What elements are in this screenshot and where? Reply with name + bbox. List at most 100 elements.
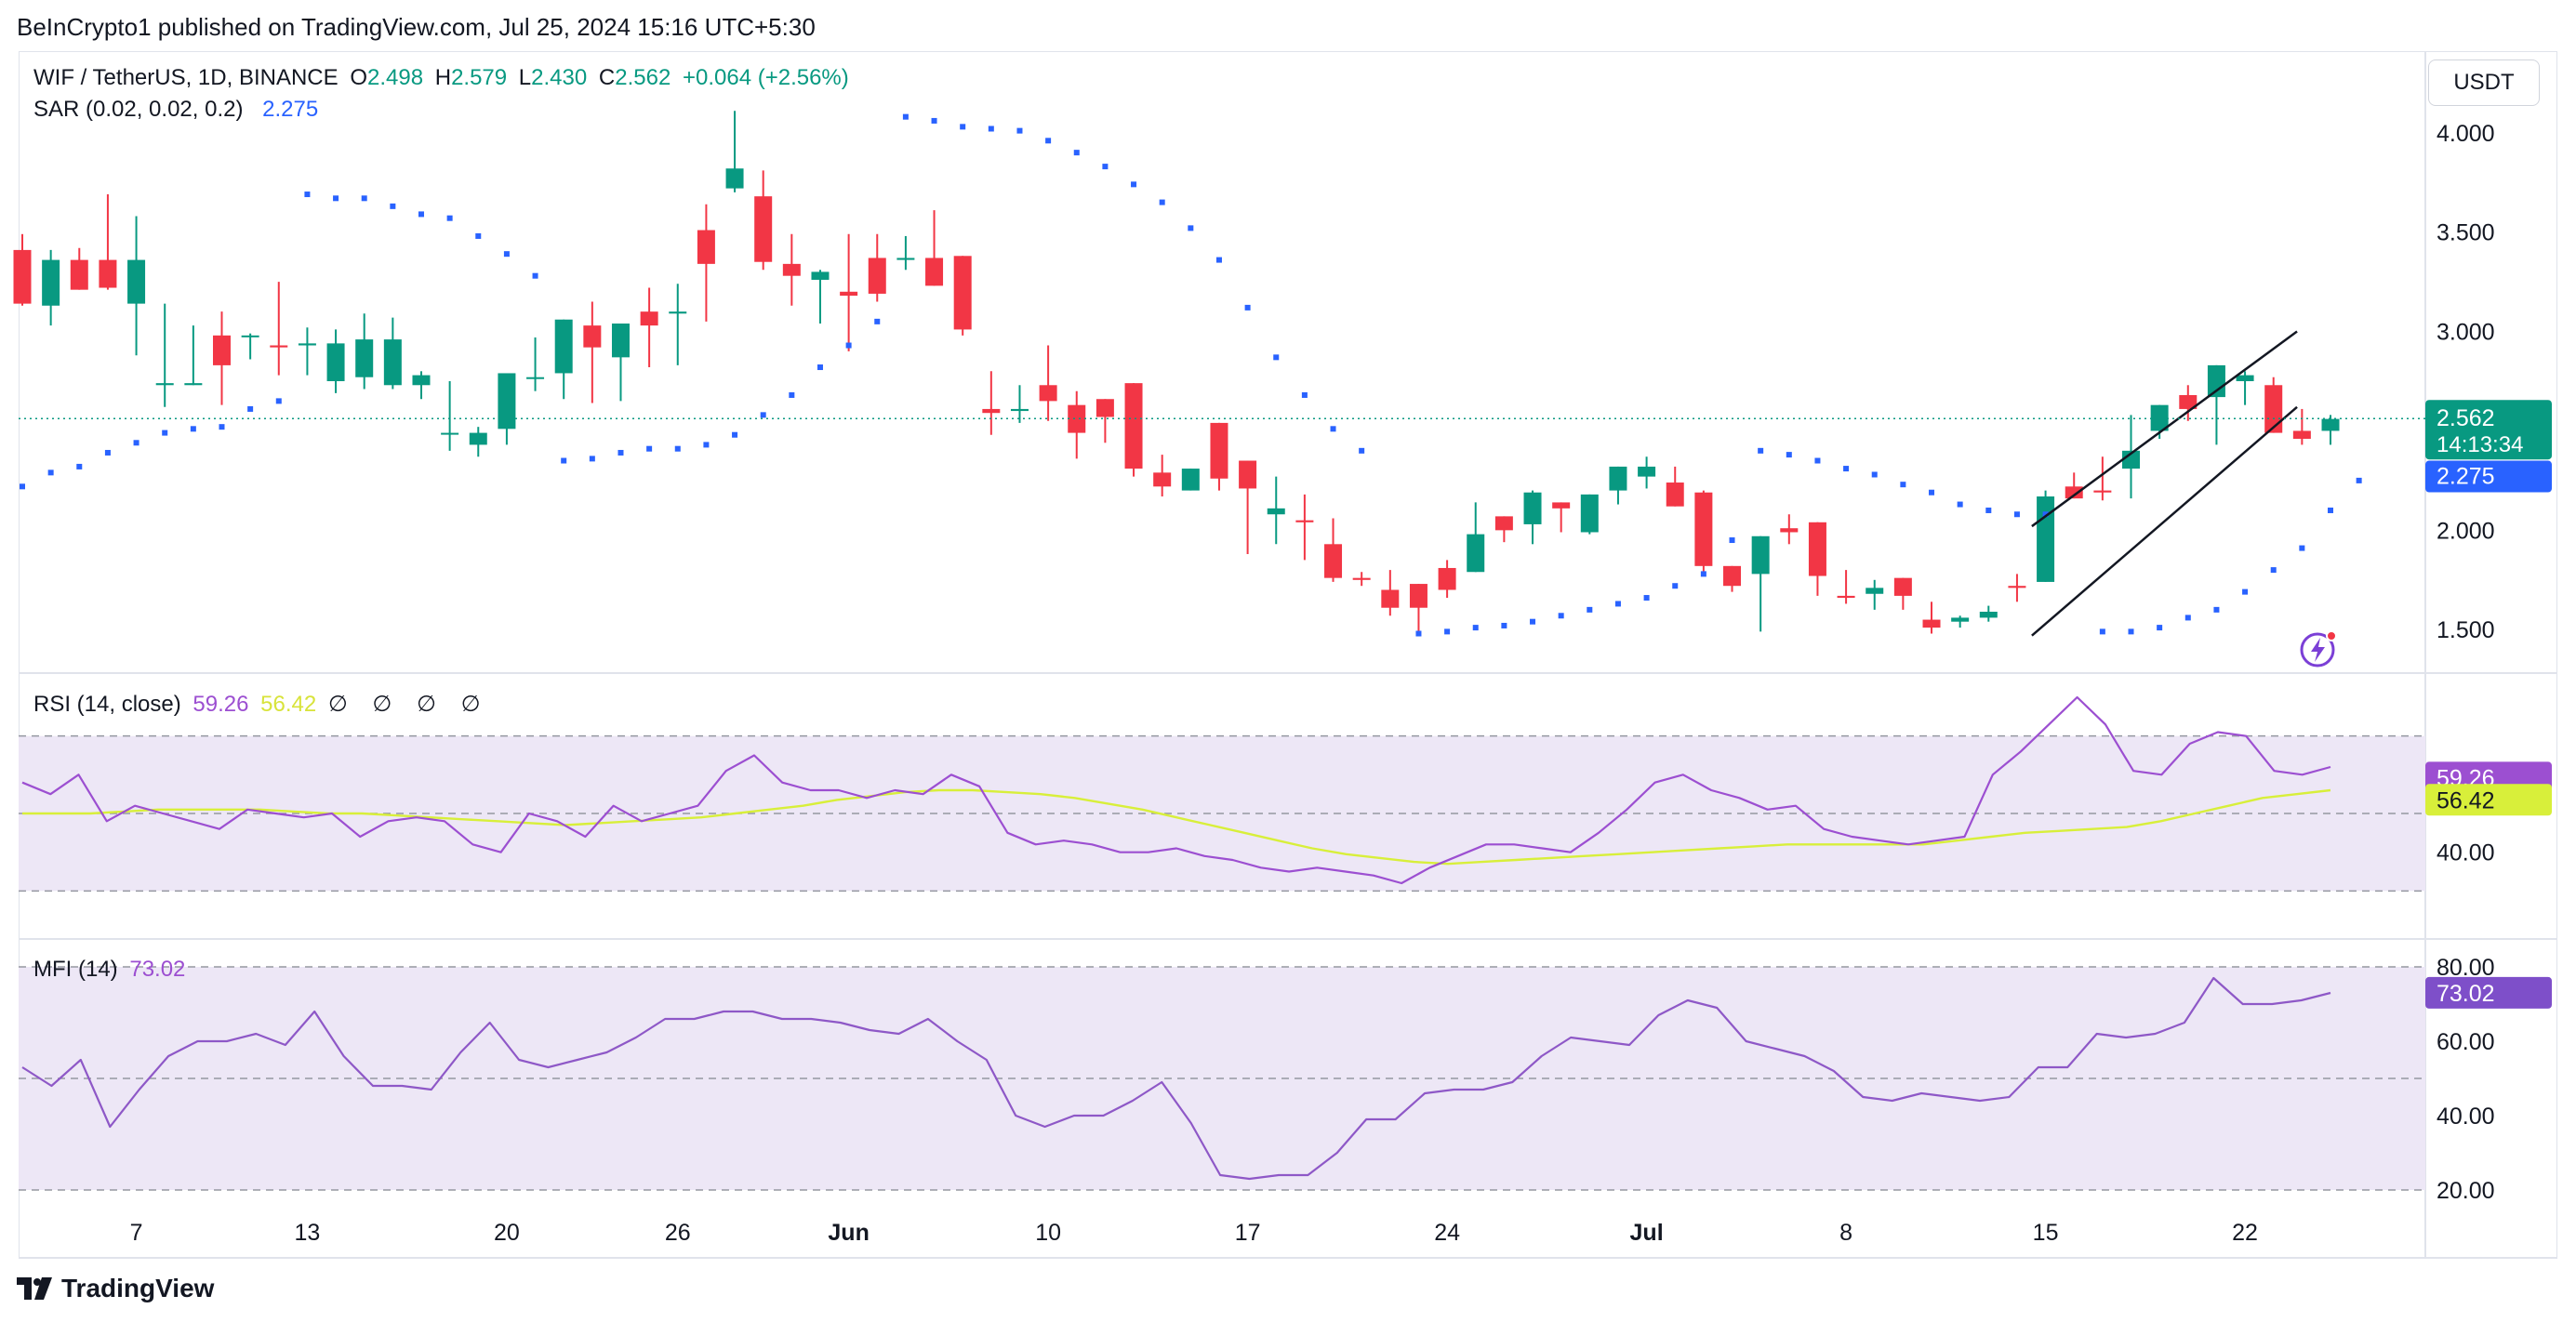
lightning-icon[interactable]	[2299, 629, 2338, 668]
candle-body	[583, 325, 602, 348]
sar-dot	[219, 424, 225, 430]
candle-body	[155, 383, 174, 386]
candle-body	[383, 339, 402, 386]
candle-body	[2037, 496, 2055, 582]
sar-dot	[190, 426, 196, 432]
candle-body	[326, 343, 345, 381]
legend-change: +0.064 (+2.56%)	[682, 65, 849, 90]
time-tick-label: 17	[1235, 1220, 1261, 1246]
sar-label[interactable]: SAR (0.02, 0.02, 0.2)	[33, 97, 244, 122]
sar-price-badge	[2425, 460, 2552, 493]
sar-dot	[47, 469, 54, 476]
sar-dot	[789, 391, 795, 398]
candle-body	[441, 432, 459, 435]
rsi-label[interactable]: RSI (14, close)	[33, 692, 181, 717]
rsi-tick-label: 40.00	[2437, 840, 2495, 866]
legend-high-label: H	[434, 65, 452, 90]
sar-dot	[1102, 164, 1109, 170]
rsi-line	[21, 695, 2331, 885]
candle-body	[2321, 418, 2340, 431]
legend-symbol[interactable]: WIF / TetherUS, 1D, BINANCE	[33, 65, 339, 90]
time-tick-label: 7	[130, 1220, 143, 1246]
sar-dot	[418, 211, 424, 218]
candle-body	[1181, 469, 1200, 491]
sar-dot	[1244, 304, 1251, 311]
candle-body	[1239, 460, 1257, 489]
tradingview-logo[interactable]: TradingView	[17, 1274, 214, 1303]
time-tick-label: Jul	[1630, 1220, 1664, 1246]
price-tick-label: 4.000	[2437, 121, 2495, 147]
mfi-value-label: 73.02	[2437, 981, 2495, 1007]
sar-dot	[817, 364, 823, 371]
candle-body	[212, 335, 231, 365]
sar-dot	[1558, 613, 1564, 619]
candle-body	[725, 168, 744, 189]
sar-dot	[2099, 628, 2105, 635]
candle-body	[1866, 588, 1884, 594]
sar-dot	[1159, 199, 1165, 205]
sar-dot	[2328, 507, 2333, 513]
candle-body	[1638, 466, 1656, 477]
candle-body	[1295, 520, 1314, 522]
candle-body	[1523, 492, 1542, 524]
currency-button[interactable]: USDT	[2428, 59, 2540, 106]
candle-body	[13, 249, 32, 304]
sar-dot	[1985, 507, 1992, 513]
candle-body	[2207, 364, 2225, 398]
sar-dot	[1786, 452, 1792, 458]
sar-dot	[503, 251, 510, 258]
sar-dot	[1530, 618, 1536, 625]
sar-dot	[1729, 537, 1735, 544]
sar-dot	[20, 483, 25, 490]
candle-body	[2150, 404, 2169, 431]
candle-body	[640, 311, 658, 326]
tradingview-logo-text: TradingView	[61, 1274, 215, 1302]
rsi-value: 59.26	[193, 692, 249, 717]
legend-open-value: 2.498	[366, 65, 424, 90]
sar-dot	[1929, 489, 1935, 496]
candle-body	[611, 324, 630, 358]
sar-dot	[133, 440, 139, 446]
sar-price-label: 2.275	[2437, 464, 2495, 490]
sar-dot	[1472, 625, 1479, 631]
sar-dot	[1073, 150, 1080, 156]
sar-dot	[1501, 622, 1507, 628]
mfi-tick-label: 40.00	[2437, 1104, 2495, 1130]
candle-body	[1409, 584, 1427, 608]
sar-dot	[1672, 583, 1679, 589]
legend-high-value: 2.579	[451, 65, 508, 90]
sar-dot	[1188, 225, 1194, 231]
sar-dot	[2013, 511, 2020, 518]
sar-value: 2.275	[262, 97, 319, 122]
sar-dot	[1131, 181, 1137, 188]
candle-body	[526, 377, 545, 379]
candle-body	[1039, 385, 1057, 402]
sar-dot	[1587, 606, 1593, 613]
price-legend: WIF / TetherUS, 1D, BINANCE O2.498 H2.57…	[33, 65, 855, 91]
sar-dot	[845, 342, 852, 349]
candle-body	[1780, 528, 1799, 533]
candle-body	[925, 258, 944, 286]
candle-body	[1010, 408, 1029, 412]
candle-body	[1979, 612, 1998, 618]
mfi-label[interactable]: MFI (14)	[33, 957, 118, 982]
sar-dot	[1301, 391, 1308, 398]
rsi-null-values: ∅ ∅ ∅ ∅	[327, 692, 490, 717]
legend-low-value: 2.430	[531, 65, 588, 90]
sar-dot	[2042, 511, 2049, 518]
candle-body	[127, 259, 146, 304]
price-tick-label: 2.000	[2437, 518, 2495, 544]
candle-body	[1267, 508, 1285, 515]
legend-close-value: 2.562	[615, 65, 671, 90]
sar-dot	[561, 457, 567, 464]
candle-body	[1808, 522, 1826, 576]
sar-dot	[1871, 471, 1878, 478]
time-tick-label: 15	[2033, 1220, 2059, 1246]
candle-body	[1124, 383, 1143, 469]
sar-dot	[617, 449, 624, 456]
candle-body	[469, 432, 487, 445]
candle-body	[669, 311, 687, 314]
candle-body	[2264, 385, 2283, 433]
tradingview-logo-icon	[17, 1277, 52, 1300]
